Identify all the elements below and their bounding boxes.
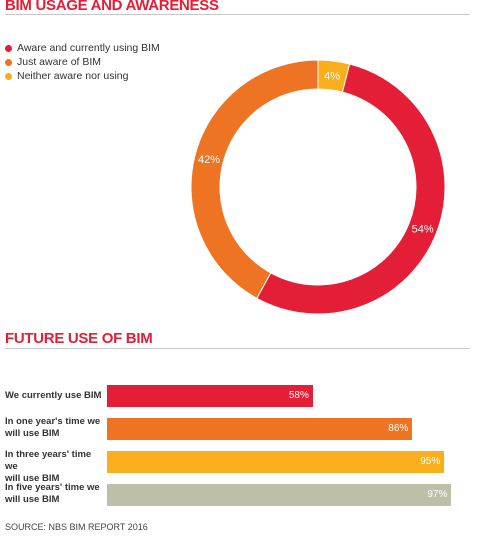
bar-value-five-years: 97%: [427, 489, 448, 500]
donut-label-using: 54%: [412, 223, 434, 235]
bar-value-current: 58%: [288, 390, 309, 401]
bar-label-line1: In five years' time we: [5, 482, 100, 493]
bar-value-three-years: 95%: [420, 456, 441, 467]
legend-label-neither: Neither aware nor using: [17, 70, 129, 82]
source-note: SOURCE: NBS BIM REPORT 2016: [5, 522, 148, 532]
legend-item-neither: Neither aware nor using: [5, 69, 160, 83]
legend-label-aware: Just aware of BIM: [17, 56, 102, 68]
bar-label-line1: In three years' time we: [5, 449, 92, 472]
legend-label-using: Aware and currently using BIM: [17, 42, 160, 54]
bar-five-years: 97%: [107, 484, 452, 506]
bar-chart-title: FUTURE USE OF BIM: [5, 330, 153, 347]
legend-swatch-neither: [5, 72, 12, 80]
donut-slice-neither: [317, 59, 351, 93]
legend-swatch-aware: [5, 58, 12, 66]
bar-three-years: 95%: [107, 451, 445, 473]
bar-label-three-years: In three years' time we will use BIM: [5, 449, 105, 485]
donut-legend: Aware and currently using BIM Just aware…: [5, 41, 160, 83]
bar-label-one-year: In one year's time we will use BIM: [5, 416, 105, 440]
legend-item-aware: Just aware of BIM: [5, 55, 160, 69]
bar-one-year: 86%: [107, 418, 413, 440]
title-divider-2: [5, 348, 470, 349]
bar-label-current: We currently use BIM: [5, 390, 105, 402]
bar-label-line1: We currently use BIM: [5, 390, 102, 401]
bar-label-line2: will use BIM: [5, 428, 60, 439]
donut-slice-aware: [190, 59, 319, 299]
donut-label-aware: 42%: [198, 154, 220, 166]
bar-label-line1: In one year's time we: [5, 416, 101, 427]
donut-slice-using: [256, 63, 446, 315]
legend-swatch-using: [5, 44, 12, 52]
donut-chart: 54% 42% 4%: [190, 59, 446, 315]
bar-label-line2: will use BIM: [5, 473, 60, 484]
legend-item-using: Aware and currently using BIM: [5, 41, 160, 55]
donut-label-neither: 4%: [324, 70, 340, 82]
title-divider: [5, 14, 470, 15]
bar-label-line2: will use BIM: [5, 494, 60, 505]
donut-chart-title: BIM USAGE AND AWARENESS: [5, 0, 219, 14]
bar-current: 58%: [107, 385, 313, 407]
bar-label-five-years: In five years' time we will use BIM: [5, 482, 105, 506]
bar-value-one-year: 86%: [388, 423, 409, 434]
